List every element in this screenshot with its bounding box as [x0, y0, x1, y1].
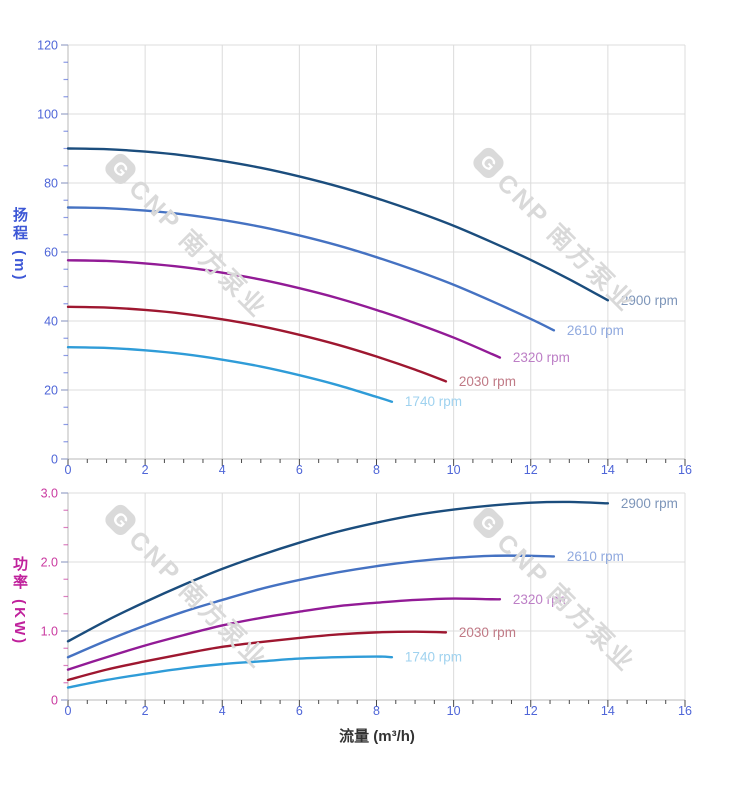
- x-tick-label: 6: [296, 463, 303, 477]
- x-tick-label: 16: [678, 463, 692, 477]
- y-tick-label: 1.0: [41, 625, 58, 639]
- curve-label-2610-rpm: 2610 rpm: [567, 549, 624, 564]
- flow-x-axis-title: 流量 (m³/h): [339, 728, 415, 745]
- x-tick-label: 12: [524, 704, 538, 718]
- y-tick-label: 3.0: [41, 487, 58, 501]
- curve-label-1740-rpm: 1740 rpm: [405, 650, 462, 665]
- curve-2900-rpm: [66, 500, 610, 643]
- power-y-axis-title: 功率 (KW): [11, 556, 28, 647]
- x-tick-label: 14: [601, 704, 615, 718]
- curve-label-2610-rpm: 2610 rpm: [567, 323, 624, 338]
- x-tick-label: 14: [601, 463, 615, 477]
- curve-label-2320-rpm: 2320 rpm: [513, 350, 570, 365]
- x-tick-label: 16: [678, 704, 692, 718]
- y-tick-label: 2.0: [41, 556, 58, 570]
- curve-label-2030-rpm: 2030 rpm: [459, 374, 516, 389]
- x-tick-label: 10: [447, 704, 461, 718]
- curve-2030-rpm: [66, 630, 448, 682]
- y-tick-label: 100: [37, 108, 58, 122]
- y-tick-label: 60: [44, 246, 58, 260]
- curve-label-1740-rpm: 1740 rpm: [405, 394, 462, 409]
- x-tick-label: 6: [296, 704, 303, 718]
- curve-2320-rpm: [66, 259, 502, 359]
- curve-2900-rpm: [66, 147, 610, 302]
- x-tick-label: 4: [219, 704, 226, 718]
- curve-label-2900-rpm: 2900 rpm: [621, 496, 678, 511]
- curve-1740-rpm: [66, 346, 394, 403]
- x-tick-label: 12: [524, 463, 538, 477]
- y-tick-label: 0: [51, 694, 58, 708]
- curve-2320-rpm: [66, 597, 502, 671]
- curve-label-2900-rpm: 2900 rpm: [621, 293, 678, 308]
- y-tick-label: 80: [44, 177, 58, 191]
- y-tick-label: 0: [51, 453, 58, 467]
- y-tick-label: 20: [44, 384, 58, 398]
- curve-label-2320-rpm: 2320 rpm: [513, 592, 570, 607]
- y-tick-label: 40: [44, 315, 58, 329]
- x-tick-label: 8: [373, 463, 380, 477]
- x-tick-label: 8: [373, 704, 380, 718]
- x-tick-label: 2: [142, 704, 149, 718]
- x-tick-label: 4: [219, 463, 226, 477]
- curve-label-2030-rpm: 2030 rpm: [459, 625, 516, 640]
- x-tick-label: 10: [447, 463, 461, 477]
- x-tick-label: 2: [142, 463, 149, 477]
- curve-1740-rpm: [66, 655, 394, 689]
- curve-2610-rpm: [66, 554, 556, 659]
- curve-2610-rpm: [66, 206, 556, 332]
- x-tick-label: 0: [65, 704, 72, 718]
- y-tick-label: 120: [37, 39, 58, 53]
- x-tick-label: 0: [65, 463, 72, 477]
- curve-2030-rpm: [66, 305, 448, 383]
- head-y-axis-title: 扬程 (m): [11, 207, 28, 283]
